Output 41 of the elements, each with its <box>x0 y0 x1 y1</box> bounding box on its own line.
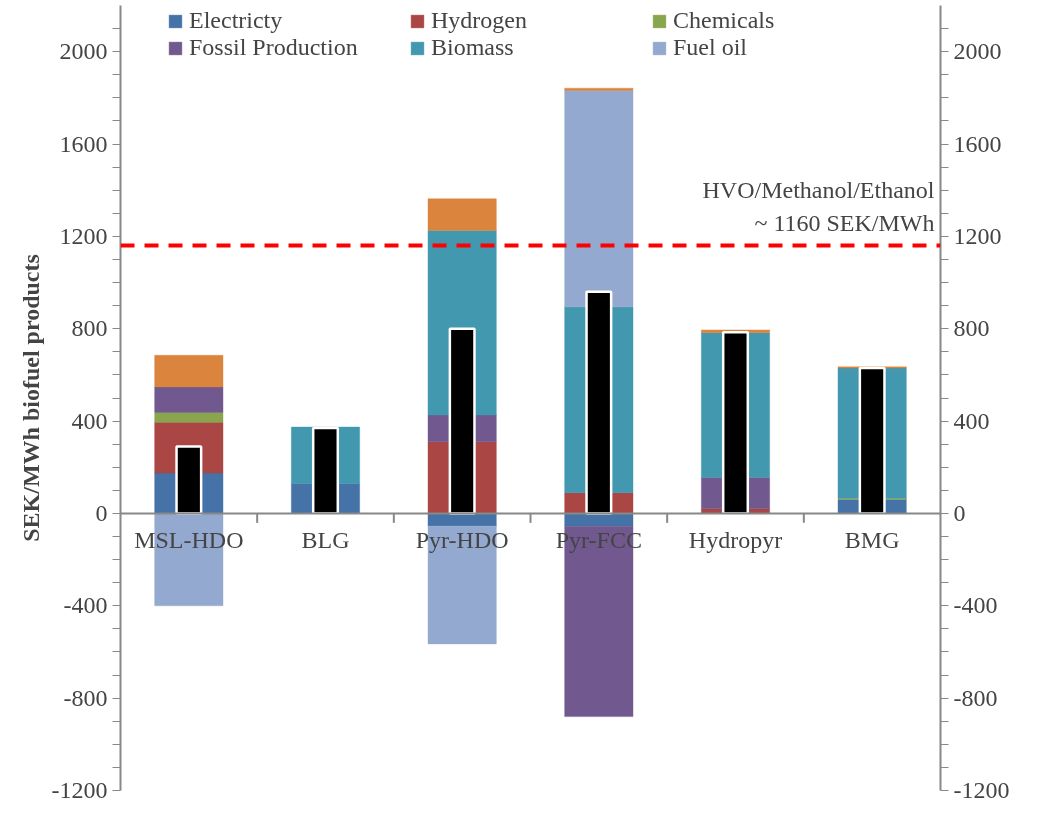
y2-tick-label: 800 <box>953 315 990 342</box>
bar <box>564 87 634 91</box>
y2-tick-label: 1200 <box>953 222 1002 249</box>
y-tick-label: 800 <box>71 315 108 342</box>
bar <box>585 290 613 515</box>
y-tick-label: -400 <box>63 592 108 619</box>
y2-tick-label: -1200 <box>953 777 1010 803</box>
ref-line-label: HVO/Methanol/Ethanol ~ 1160 SEK/MWh <box>702 177 935 236</box>
y-tick-label: 1200 <box>59 222 108 249</box>
y2-tick-label: 0 <box>953 499 966 526</box>
x-tick-label: BMG <box>844 527 900 554</box>
bar <box>175 445 203 515</box>
y2-tick-label: 1600 <box>953 130 1002 157</box>
y-tick-label: 0 <box>95 499 108 526</box>
y2-tick-label: -800 <box>953 684 998 711</box>
legend-label: Hydrogen <box>431 7 528 34</box>
y2-tick-label: 2000 <box>953 38 1002 65</box>
legend-label: Electricty <box>189 7 284 34</box>
y2-tick-label: -400 <box>953 592 998 619</box>
bar <box>311 426 340 515</box>
legend-label: Fuel oil <box>673 34 748 61</box>
bar <box>721 330 750 515</box>
legend-label: Fossil Production <box>189 34 359 61</box>
x-tick-label: BLG <box>301 527 350 554</box>
legend-label: Biomass <box>431 34 515 61</box>
bar <box>154 354 224 388</box>
y2-tick-label: 400 <box>953 407 990 434</box>
bar <box>448 327 476 515</box>
y-axis-title: SEK/MWh biofuel products <box>17 254 44 542</box>
bar <box>154 412 224 423</box>
y-tick-label: 400 <box>71 407 108 434</box>
y-tick-label: 1600 <box>59 130 108 157</box>
y-tick-label: 2000 <box>59 38 108 65</box>
bar <box>427 198 497 231</box>
x-tick-label: Hydropyr <box>688 527 783 554</box>
legend-label: Chemicals <box>673 7 776 34</box>
bar <box>154 386 224 414</box>
bar <box>564 89 634 308</box>
y-tick-label: -800 <box>63 684 108 711</box>
bar <box>858 366 886 515</box>
y-tick-label: -1200 <box>51 777 108 803</box>
